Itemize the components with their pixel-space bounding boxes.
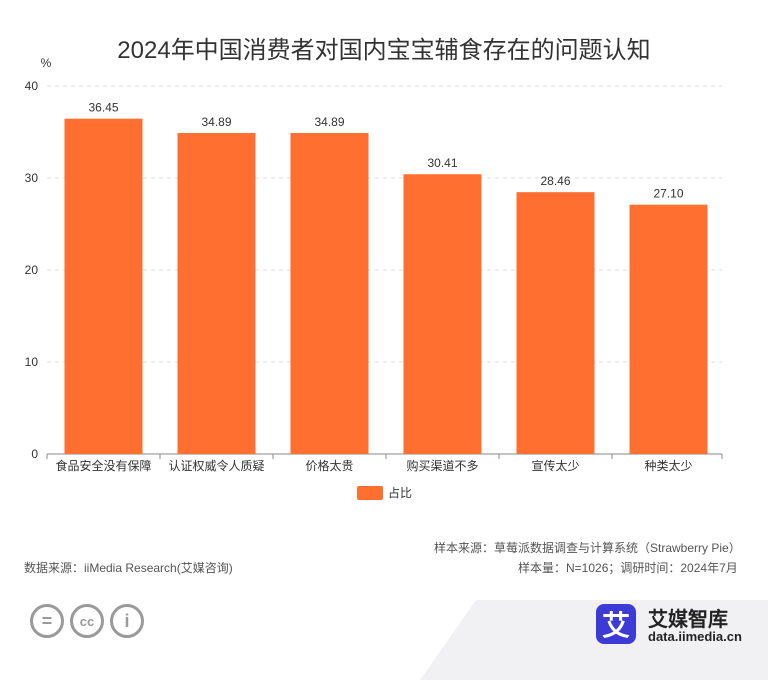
y-tick-label: 0 (31, 447, 38, 461)
x-tick-label: 种类太少 (644, 458, 692, 473)
sample-info-note: 样本量：N=1026；调研时间：2024年7月 (518, 561, 738, 575)
chart-title: 2024年中国消费者对国内宝宝辅食存在的问题认知 (117, 37, 651, 64)
bars (64, 118, 708, 500)
bar (629, 204, 708, 454)
data-label: 30.41 (427, 156, 457, 170)
bar (403, 174, 482, 454)
data-label: 36.45 (88, 101, 118, 115)
brand-logo-icon: 艾 (596, 604, 636, 644)
data-label: 34.89 (201, 115, 231, 129)
x-tick-label: 宣传太少 (531, 458, 579, 473)
cc-icon: cc (70, 604, 104, 638)
legend-swatch (357, 486, 383, 500)
cc-attribution-icon: i (110, 604, 144, 638)
grid-lines (46, 85, 723, 459)
y-axis-unit: % (41, 56, 52, 70)
y-tick-label: 20 (25, 263, 39, 277)
bar (290, 133, 369, 454)
data-label: 27.10 (653, 187, 683, 201)
data-label: 34.89 (314, 115, 344, 129)
legend-label: 占比 (388, 485, 412, 500)
bar (516, 192, 595, 454)
bar (64, 118, 143, 454)
y-tick-label: 40 (25, 79, 39, 93)
x-tick-label: 购买渠道不多 (406, 458, 478, 473)
sample-source-note: 样本来源：草莓派数据调查与计算系统（Strawberry Pie） (434, 541, 741, 555)
y-tick-label: 30 (25, 171, 39, 185)
brand-url: data.iimedia.cn (648, 629, 742, 644)
x-tick-label: 价格太贵 (305, 458, 353, 473)
brand-name: 艾媒智库 (648, 609, 728, 631)
x-tick-label: 认证权威令人质疑 (168, 458, 264, 473)
cc-noderivs-icon: = (30, 604, 64, 638)
bar-chart: 0 10 20 30 40% 36.45 食品安全没有保障 34.89 认证权威令人质疑 34.8… (25, 56, 723, 500)
data-label: 28.46 (540, 174, 570, 188)
chart-labels: 0 10 20 30 40% 36.45 食品安全没有保障 34.89 认证权威令人质疑 34.8… (25, 56, 693, 500)
data-source-note: 数据来源：iiMedia Research(艾媒咨询) (24, 561, 233, 575)
y-tick-label: 10 (25, 355, 39, 369)
bar (177, 133, 256, 454)
x-tick-label: 食品安全没有保障 (55, 458, 151, 473)
